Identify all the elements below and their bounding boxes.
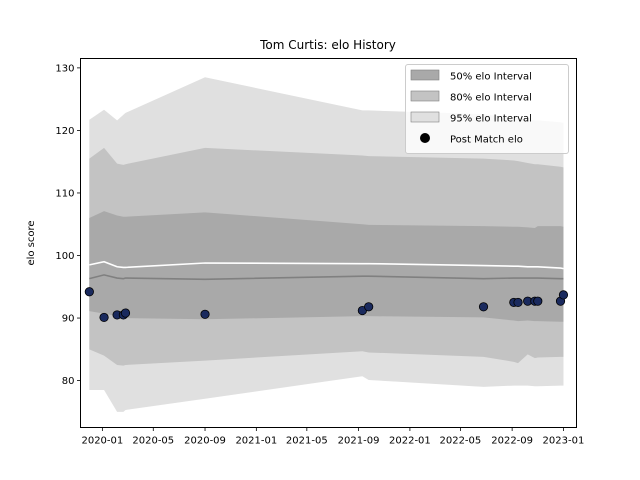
- legend-swatch: [410, 69, 440, 81]
- plot-area: [84, 77, 569, 412]
- x-tick-label: 2021-01: [235, 436, 277, 447]
- x-tick-label: 2022-05: [439, 436, 481, 447]
- series-line-upper: [89, 260, 564, 270]
- post-match-point: [513, 297, 523, 308]
- y-tick-label: 120: [55, 126, 74, 137]
- x-tick-label: 2021-09: [338, 436, 380, 447]
- x-tick-label: 2021-05: [286, 436, 328, 447]
- x-tick-label: 2022-09: [491, 436, 533, 447]
- y-tick-label: 100: [55, 251, 74, 262]
- x-tick-label: 2020-01: [81, 436, 123, 447]
- post-match-point: [200, 309, 210, 319]
- band-50-elo-interval: [89, 211, 564, 322]
- post-match-point: [364, 302, 374, 312]
- legend-label: 50% elo Interval: [450, 72, 532, 83]
- plot-frame: [80, 58, 577, 428]
- y-tick-label: 80: [62, 376, 75, 387]
- y-tick-label: 110: [55, 188, 74, 199]
- post-match-point: [558, 290, 569, 300]
- x-tick-label: 2022-01: [389, 436, 431, 447]
- chart-title: Tom Curtis: elo History: [259, 38, 396, 52]
- y-axis: 80 90 100 110 120 130: [55, 63, 81, 387]
- post-match-point: [533, 296, 543, 306]
- y-tick-label: 90: [62, 314, 75, 325]
- x-axis: 2020-01 2020-05 2020-09 2021-01 2021-05 2021-…: [81, 427, 585, 447]
- series-line-mean: [89, 274, 564, 281]
- legend-marker: [420, 133, 430, 143]
- x-tick-label: 2023-01: [543, 436, 585, 447]
- post-match-point: [478, 302, 489, 312]
- y-axis-title: elo score: [26, 220, 37, 265]
- legend-label: Post Match elo: [450, 135, 523, 146]
- y-tick-label: 130: [55, 63, 74, 74]
- x-tick-label: 2020-09: [184, 436, 226, 447]
- legend-swatch: [410, 111, 440, 123]
- legend-label: 80% elo Interval: [450, 93, 532, 104]
- legend-swatch: [410, 90, 440, 102]
- legend-label: 95% elo Interval: [450, 114, 532, 125]
- legend: 50% elo Interval 80% elo Interval 95% elo …: [405, 64, 569, 154]
- post-match-point: [84, 287, 94, 297]
- post-match-point: [120, 308, 131, 318]
- legend-box: [405, 64, 569, 154]
- post-match-point: [99, 312, 109, 323]
- x-tick-label: 2020-05: [132, 436, 174, 447]
